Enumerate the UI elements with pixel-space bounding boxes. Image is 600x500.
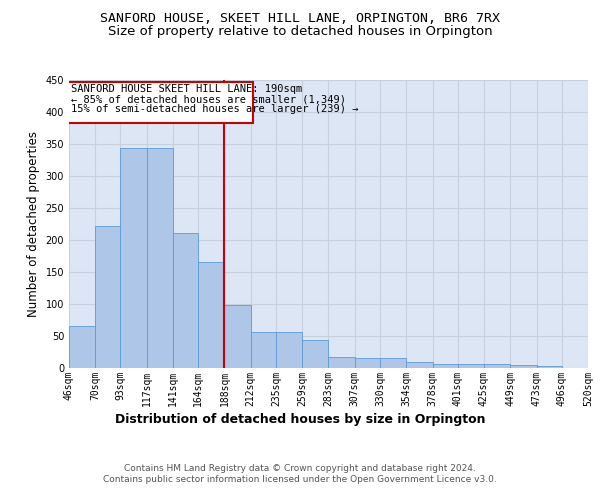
Bar <box>173 234 198 368</box>
Bar <box>251 332 276 368</box>
Text: Distribution of detached houses by size in Orpington: Distribution of detached houses by size … <box>115 412 485 426</box>
Bar <box>69 326 95 368</box>
Bar <box>224 305 251 368</box>
FancyBboxPatch shape <box>67 82 253 123</box>
Text: 15% of semi-detached houses are larger (239) →: 15% of semi-detached houses are larger (… <box>71 104 359 114</box>
Bar <box>147 148 173 368</box>
Y-axis label: Number of detached properties: Number of detached properties <box>27 130 40 317</box>
Text: ← 85% of detached houses are smaller (1,349): ← 85% of detached houses are smaller (1,… <box>71 94 346 104</box>
Bar <box>95 226 121 368</box>
Bar <box>433 364 458 368</box>
Bar <box>329 358 355 368</box>
Bar <box>198 262 224 368</box>
Bar <box>355 358 380 368</box>
Text: SANFORD HOUSE SKEET HILL LANE: 190sqm: SANFORD HOUSE SKEET HILL LANE: 190sqm <box>71 84 302 94</box>
Bar <box>484 364 510 368</box>
Text: SANFORD HOUSE, SKEET HILL LANE, ORPINGTON, BR6 7RX: SANFORD HOUSE, SKEET HILL LANE, ORPINGTO… <box>100 12 500 26</box>
Bar <box>276 332 302 368</box>
Bar <box>406 362 433 368</box>
Text: Contains HM Land Registry data © Crown copyright and database right 2024.: Contains HM Land Registry data © Crown c… <box>124 464 476 473</box>
Bar <box>380 358 406 368</box>
Text: Size of property relative to detached houses in Orpington: Size of property relative to detached ho… <box>107 25 493 38</box>
Bar <box>510 365 536 368</box>
Bar <box>458 364 484 368</box>
Bar <box>536 366 562 368</box>
Bar <box>121 148 147 368</box>
Text: Contains public sector information licensed under the Open Government Licence v3: Contains public sector information licen… <box>103 475 497 484</box>
Bar <box>302 340 329 367</box>
Bar <box>588 366 600 368</box>
